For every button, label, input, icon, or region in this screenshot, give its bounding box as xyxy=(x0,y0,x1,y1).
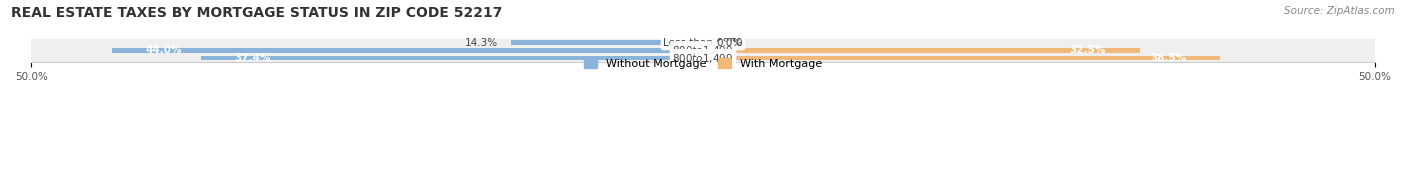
Legend: Without Mortgage, With Mortgage: Without Mortgage, With Mortgage xyxy=(579,54,827,74)
Text: Source: ZipAtlas.com: Source: ZipAtlas.com xyxy=(1284,6,1395,16)
Text: $800 to $1,499: $800 to $1,499 xyxy=(672,44,734,57)
Text: 14.3%: 14.3% xyxy=(464,38,498,48)
Text: 32.5%: 32.5% xyxy=(1070,45,1107,55)
Bar xyxy=(510,40,703,45)
Bar xyxy=(201,56,703,60)
Bar xyxy=(31,39,1375,46)
Bar xyxy=(703,48,1139,53)
Text: Less than $800: Less than $800 xyxy=(664,38,742,48)
Bar xyxy=(31,54,1375,62)
Text: 0.0%: 0.0% xyxy=(717,38,742,48)
Text: 37.4%: 37.4% xyxy=(235,53,271,63)
Bar xyxy=(112,48,703,53)
Text: $800 to $1,499: $800 to $1,499 xyxy=(672,52,734,64)
Text: 38.5%: 38.5% xyxy=(1150,53,1187,63)
Bar xyxy=(703,56,1220,60)
Text: REAL ESTATE TAXES BY MORTGAGE STATUS IN ZIP CODE 52217: REAL ESTATE TAXES BY MORTGAGE STATUS IN … xyxy=(11,6,502,20)
Bar xyxy=(31,46,1375,54)
Text: 44.0%: 44.0% xyxy=(146,45,183,55)
